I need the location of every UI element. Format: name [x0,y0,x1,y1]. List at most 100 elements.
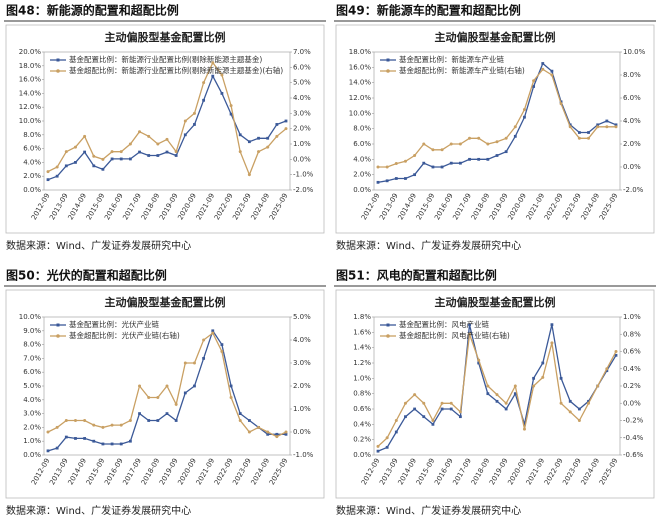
y-tick-label: 2.0% [23,423,41,431]
point [229,396,233,399]
series-line [377,334,617,447]
point [165,150,169,154]
legend-marker [386,323,390,327]
x-tick-label: 2025-09 [268,192,290,221]
point [577,419,581,422]
point [385,179,389,183]
point [138,130,142,134]
point [468,323,471,327]
point [440,401,444,405]
point [422,415,426,419]
point [174,419,178,422]
point [495,140,499,144]
point [422,401,426,405]
point [614,350,618,353]
y2-tick-label: 4.0% [623,117,641,125]
legend-label: 基金超配比例：风电产业链(右轴) [399,330,510,340]
point [266,145,270,149]
point [55,425,59,429]
point [376,444,380,448]
point [413,154,417,157]
point [183,119,187,123]
legend-marker [386,69,390,73]
point [541,62,545,65]
point [46,449,50,453]
point [74,437,77,440]
y-tick-label: 0.0% [23,186,41,194]
chart-frame [5,289,325,499]
point [73,145,77,149]
point [559,376,563,380]
y2-tick-label: 6.0% [623,94,641,102]
point [614,125,618,129]
y-tick-label: 18.0% [19,62,42,70]
y-tick-label: 6.0% [23,368,41,376]
y-tick-label: 2.0% [353,171,371,179]
y-tick-label: 4.0% [353,155,371,163]
series-line [47,61,287,177]
point [504,136,508,140]
y-tick-label: 8.0% [23,131,41,139]
point [486,142,490,146]
point [275,432,279,436]
point [449,161,453,165]
point [110,150,114,154]
y-tick-label: 1.0% [353,374,371,382]
point [404,415,407,419]
y2-tick-label: 7.0% [293,48,311,56]
point [477,358,481,362]
y2-tick-label: -1.0% [293,171,314,179]
point [156,154,160,157]
point [266,430,270,434]
y-tick-label: 10.0% [19,313,42,321]
point [119,442,123,446]
y2-tick-label: 1.0% [293,405,311,413]
y-tick-label: 0.4% [353,420,371,428]
point [275,134,279,138]
y-tick-label: 1.6% [353,328,371,336]
point [55,165,59,169]
point [247,140,251,144]
y-tick-label: 4.0% [23,396,41,404]
y2-tick-label: 2.0% [623,140,641,148]
point [83,437,87,440]
point [192,111,196,115]
y2-tick-label: 0.0% [623,399,641,407]
y2-tick-label: 5.0% [293,79,311,87]
point [238,412,242,415]
point [486,157,490,161]
point [119,423,123,427]
point [513,384,517,388]
y-tick-label: 0.0% [353,451,371,459]
point [504,150,508,154]
point [550,73,554,77]
point [577,407,581,411]
point [605,369,609,373]
point [165,384,169,388]
y-tick-label: 16.0% [19,76,42,84]
point [495,399,499,403]
point [458,410,462,414]
point [394,430,398,434]
point [192,361,196,365]
point [211,61,215,65]
y-tick-label: 8.0% [353,125,371,133]
point [596,384,600,388]
y-tick-label: 1.8% [353,313,371,321]
point [92,423,96,427]
point [568,410,572,414]
point [532,384,536,388]
point [468,136,472,140]
y2-tick-label: 3.0% [293,359,311,367]
point [541,361,545,365]
source-note: 数据来源：Wind、广发证券发展研究中心 [6,504,191,517]
point [550,69,554,73]
y-tick-label: 6.0% [353,140,371,148]
y-tick-label: 20.0% [19,48,42,56]
point [257,150,261,154]
point [468,332,472,336]
point [596,125,600,129]
point [413,407,417,411]
point [64,150,68,154]
point [523,115,526,119]
